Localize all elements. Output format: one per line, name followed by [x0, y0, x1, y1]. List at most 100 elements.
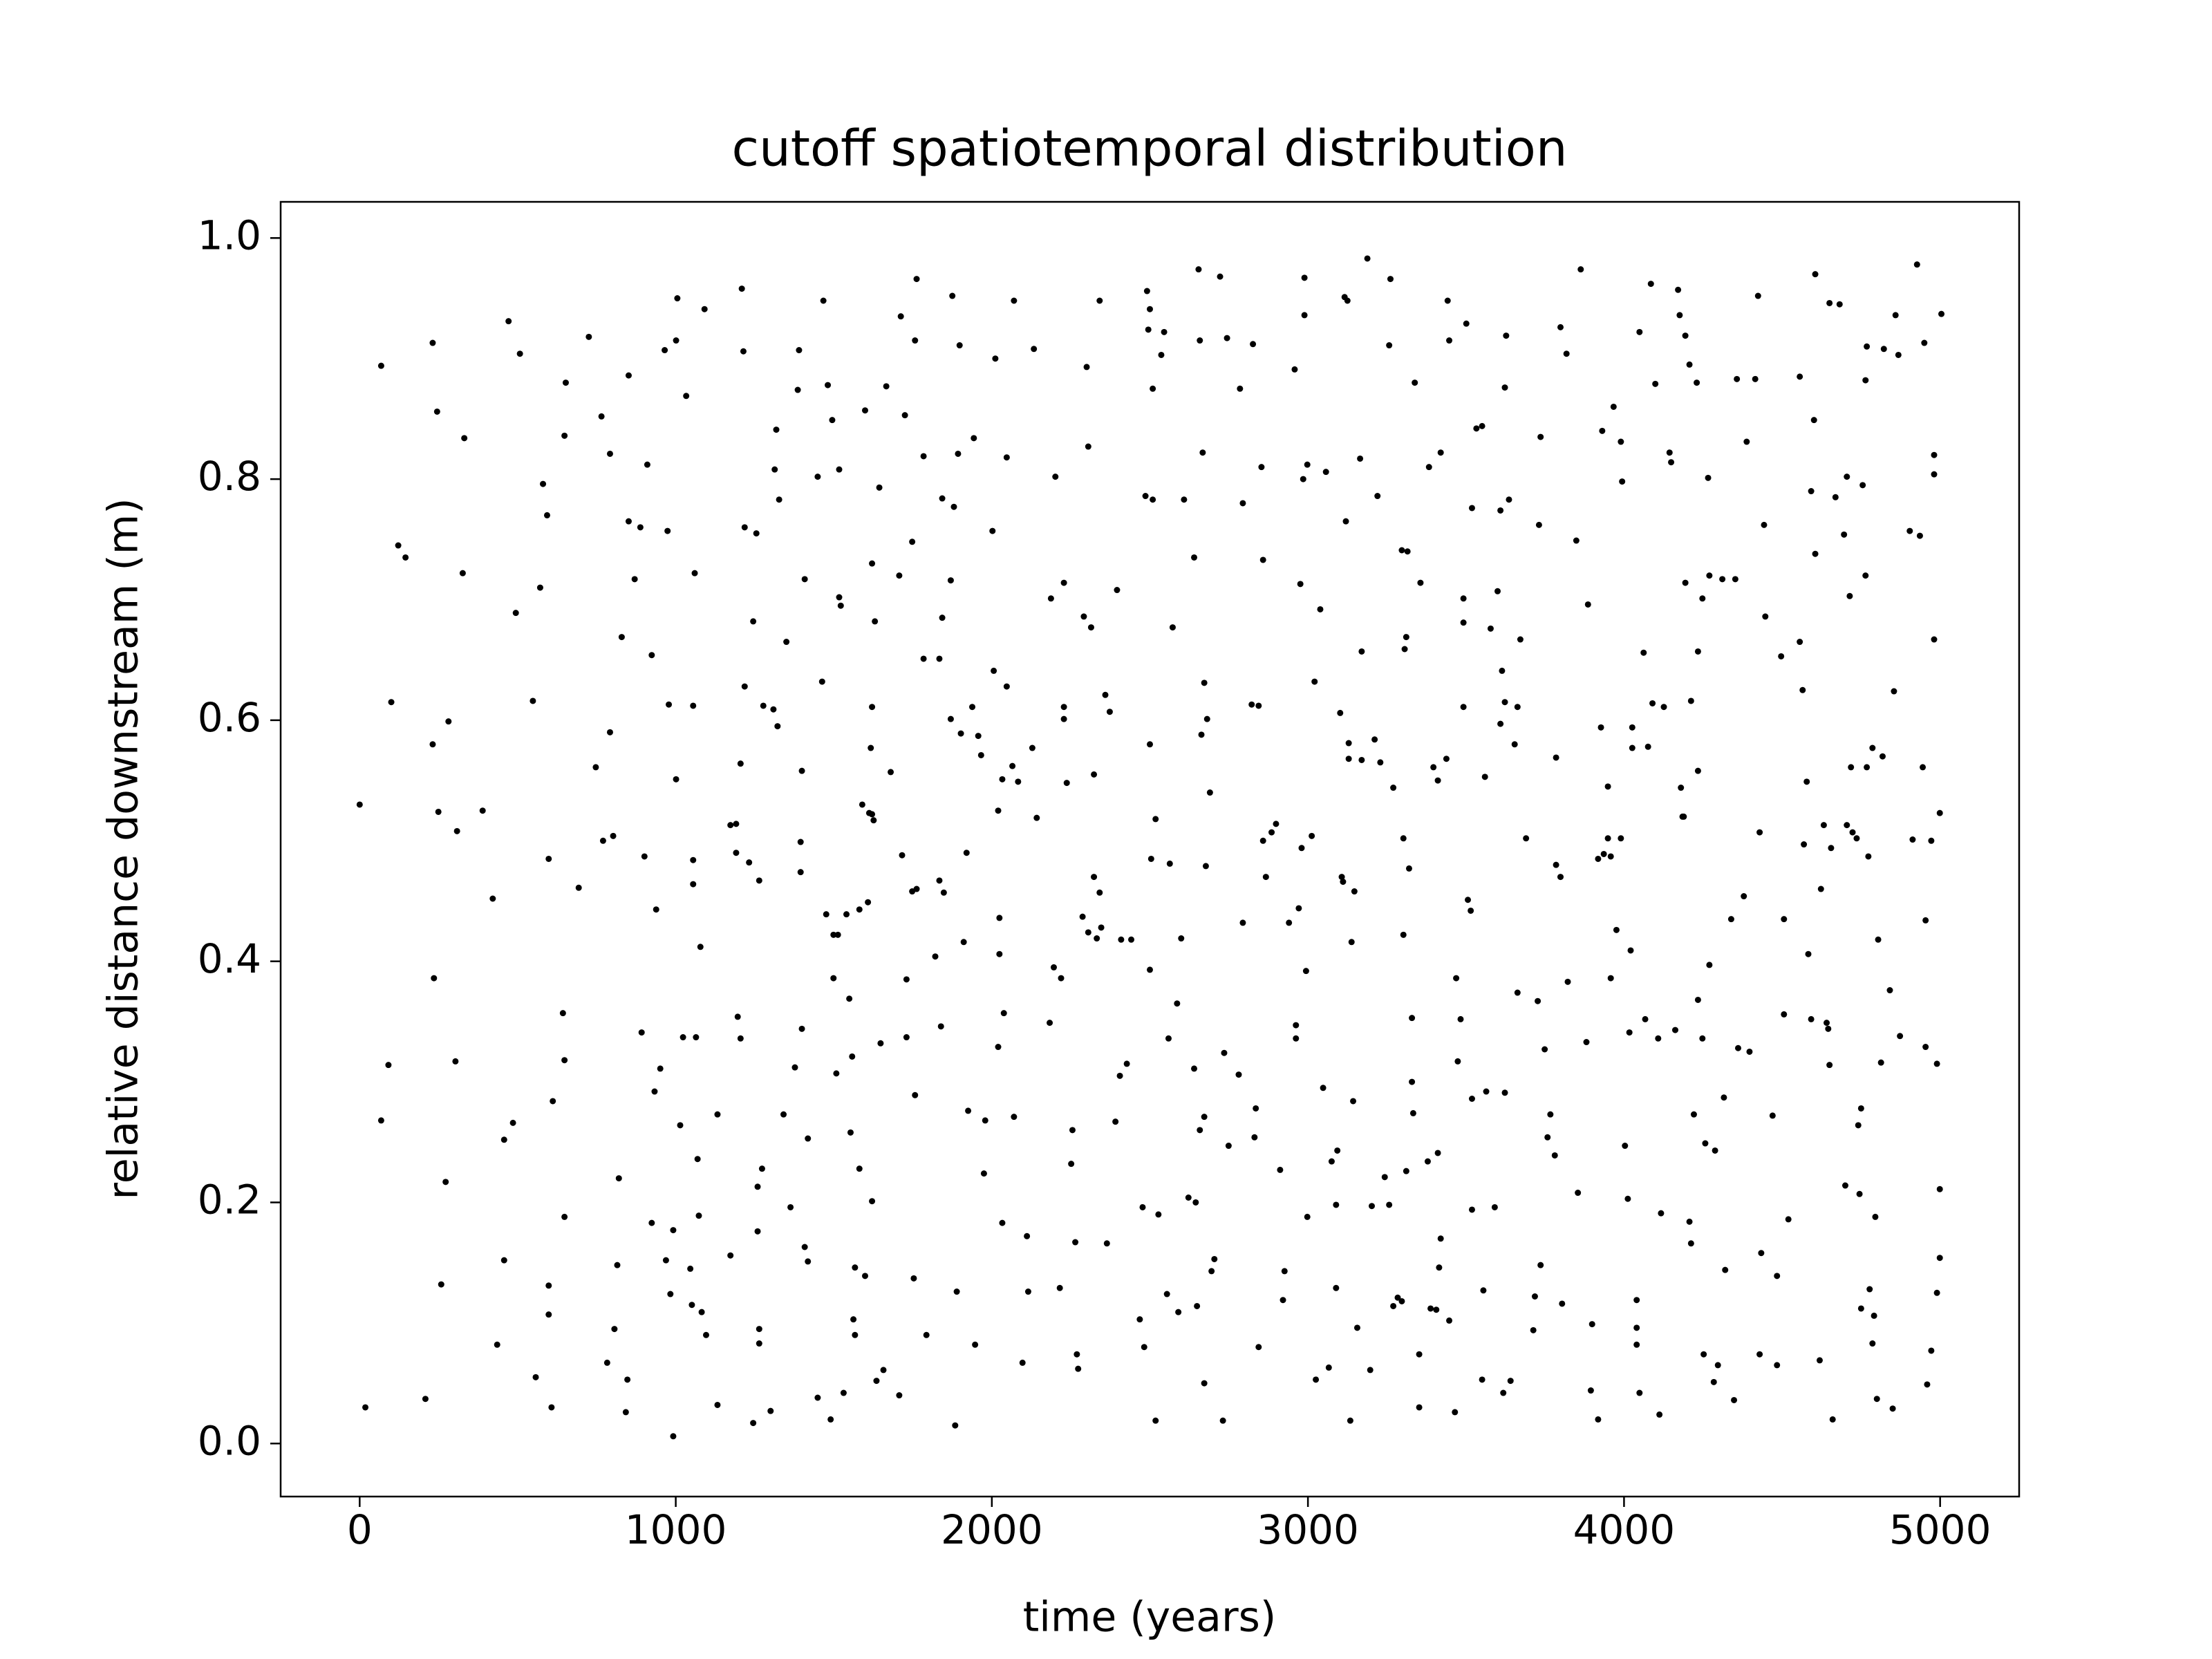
point [939, 615, 946, 621]
point [780, 1111, 787, 1118]
point [1128, 936, 1135, 943]
point [1147, 741, 1153, 748]
point [1656, 1411, 1663, 1418]
point [1712, 1147, 1718, 1154]
point [657, 1065, 664, 1072]
point [1197, 1127, 1203, 1134]
point [896, 572, 903, 579]
point [1345, 756, 1352, 762]
point [991, 667, 997, 674]
point [829, 417, 836, 424]
point [1933, 1060, 1940, 1067]
point [1106, 709, 1113, 715]
point [957, 730, 964, 737]
point [1553, 754, 1559, 761]
point [1225, 1143, 1232, 1150]
point [1587, 1387, 1594, 1394]
point [1085, 443, 1091, 450]
point [1563, 350, 1570, 357]
point [877, 1040, 884, 1047]
point [606, 729, 613, 735]
point [1473, 425, 1480, 432]
point [1386, 1201, 1393, 1208]
point [1116, 1072, 1123, 1079]
point [1706, 962, 1713, 968]
point [561, 1213, 568, 1220]
point [1337, 709, 1344, 716]
point [1103, 1240, 1110, 1247]
point [614, 1262, 621, 1268]
point [1069, 1127, 1076, 1134]
point [1557, 874, 1564, 881]
point [1857, 1305, 1864, 1312]
point [637, 524, 644, 531]
point [1699, 1035, 1706, 1042]
point [459, 570, 466, 577]
point [1694, 996, 1701, 1003]
point [598, 413, 605, 420]
point [674, 295, 681, 302]
point [1743, 438, 1750, 445]
point [1501, 699, 1508, 706]
point [872, 618, 879, 625]
point [1158, 351, 1165, 358]
point [1836, 301, 1843, 308]
point [1832, 494, 1839, 500]
point [1293, 1022, 1300, 1029]
point [1857, 1105, 1864, 1112]
point [1797, 639, 1803, 646]
point [585, 333, 592, 340]
point [1091, 771, 1098, 778]
point [939, 495, 946, 502]
point [1731, 1396, 1738, 1403]
point [651, 1088, 658, 1095]
point [912, 1091, 919, 1098]
point [1721, 1094, 1727, 1101]
point [1812, 271, 1819, 278]
point [385, 1062, 392, 1069]
point [1147, 966, 1153, 973]
point [1019, 1359, 1026, 1366]
point [932, 953, 939, 960]
point [1444, 297, 1451, 304]
point [1756, 1351, 1763, 1358]
point [1626, 1029, 1633, 1036]
point [1886, 987, 1893, 994]
point [1295, 905, 1302, 912]
point [1803, 778, 1810, 785]
point [869, 560, 876, 567]
point [1820, 822, 1827, 829]
point [1636, 328, 1643, 335]
point [909, 538, 916, 545]
point [1344, 297, 1351, 304]
point [1849, 829, 1856, 836]
point [1931, 451, 1938, 458]
point [606, 450, 613, 457]
point [1600, 850, 1607, 857]
point [876, 484, 883, 491]
point [947, 577, 954, 584]
point [756, 1326, 762, 1333]
point [1273, 821, 1280, 827]
point [1201, 1380, 1208, 1387]
point [1102, 691, 1109, 698]
point [1304, 1213, 1311, 1220]
point [1348, 939, 1355, 946]
point [377, 362, 384, 369]
point [1281, 1268, 1288, 1275]
point [1514, 704, 1521, 711]
point [1676, 312, 1683, 319]
point [741, 683, 748, 690]
point [1622, 1143, 1629, 1150]
point [603, 1359, 610, 1366]
point [540, 480, 547, 487]
point [1009, 762, 1016, 769]
point [1446, 337, 1453, 344]
point [1369, 1203, 1376, 1210]
point [1302, 968, 1309, 975]
point [1864, 343, 1871, 350]
point [783, 639, 790, 646]
point [833, 1070, 840, 1077]
point [1174, 1000, 1181, 1007]
point [1880, 346, 1887, 353]
